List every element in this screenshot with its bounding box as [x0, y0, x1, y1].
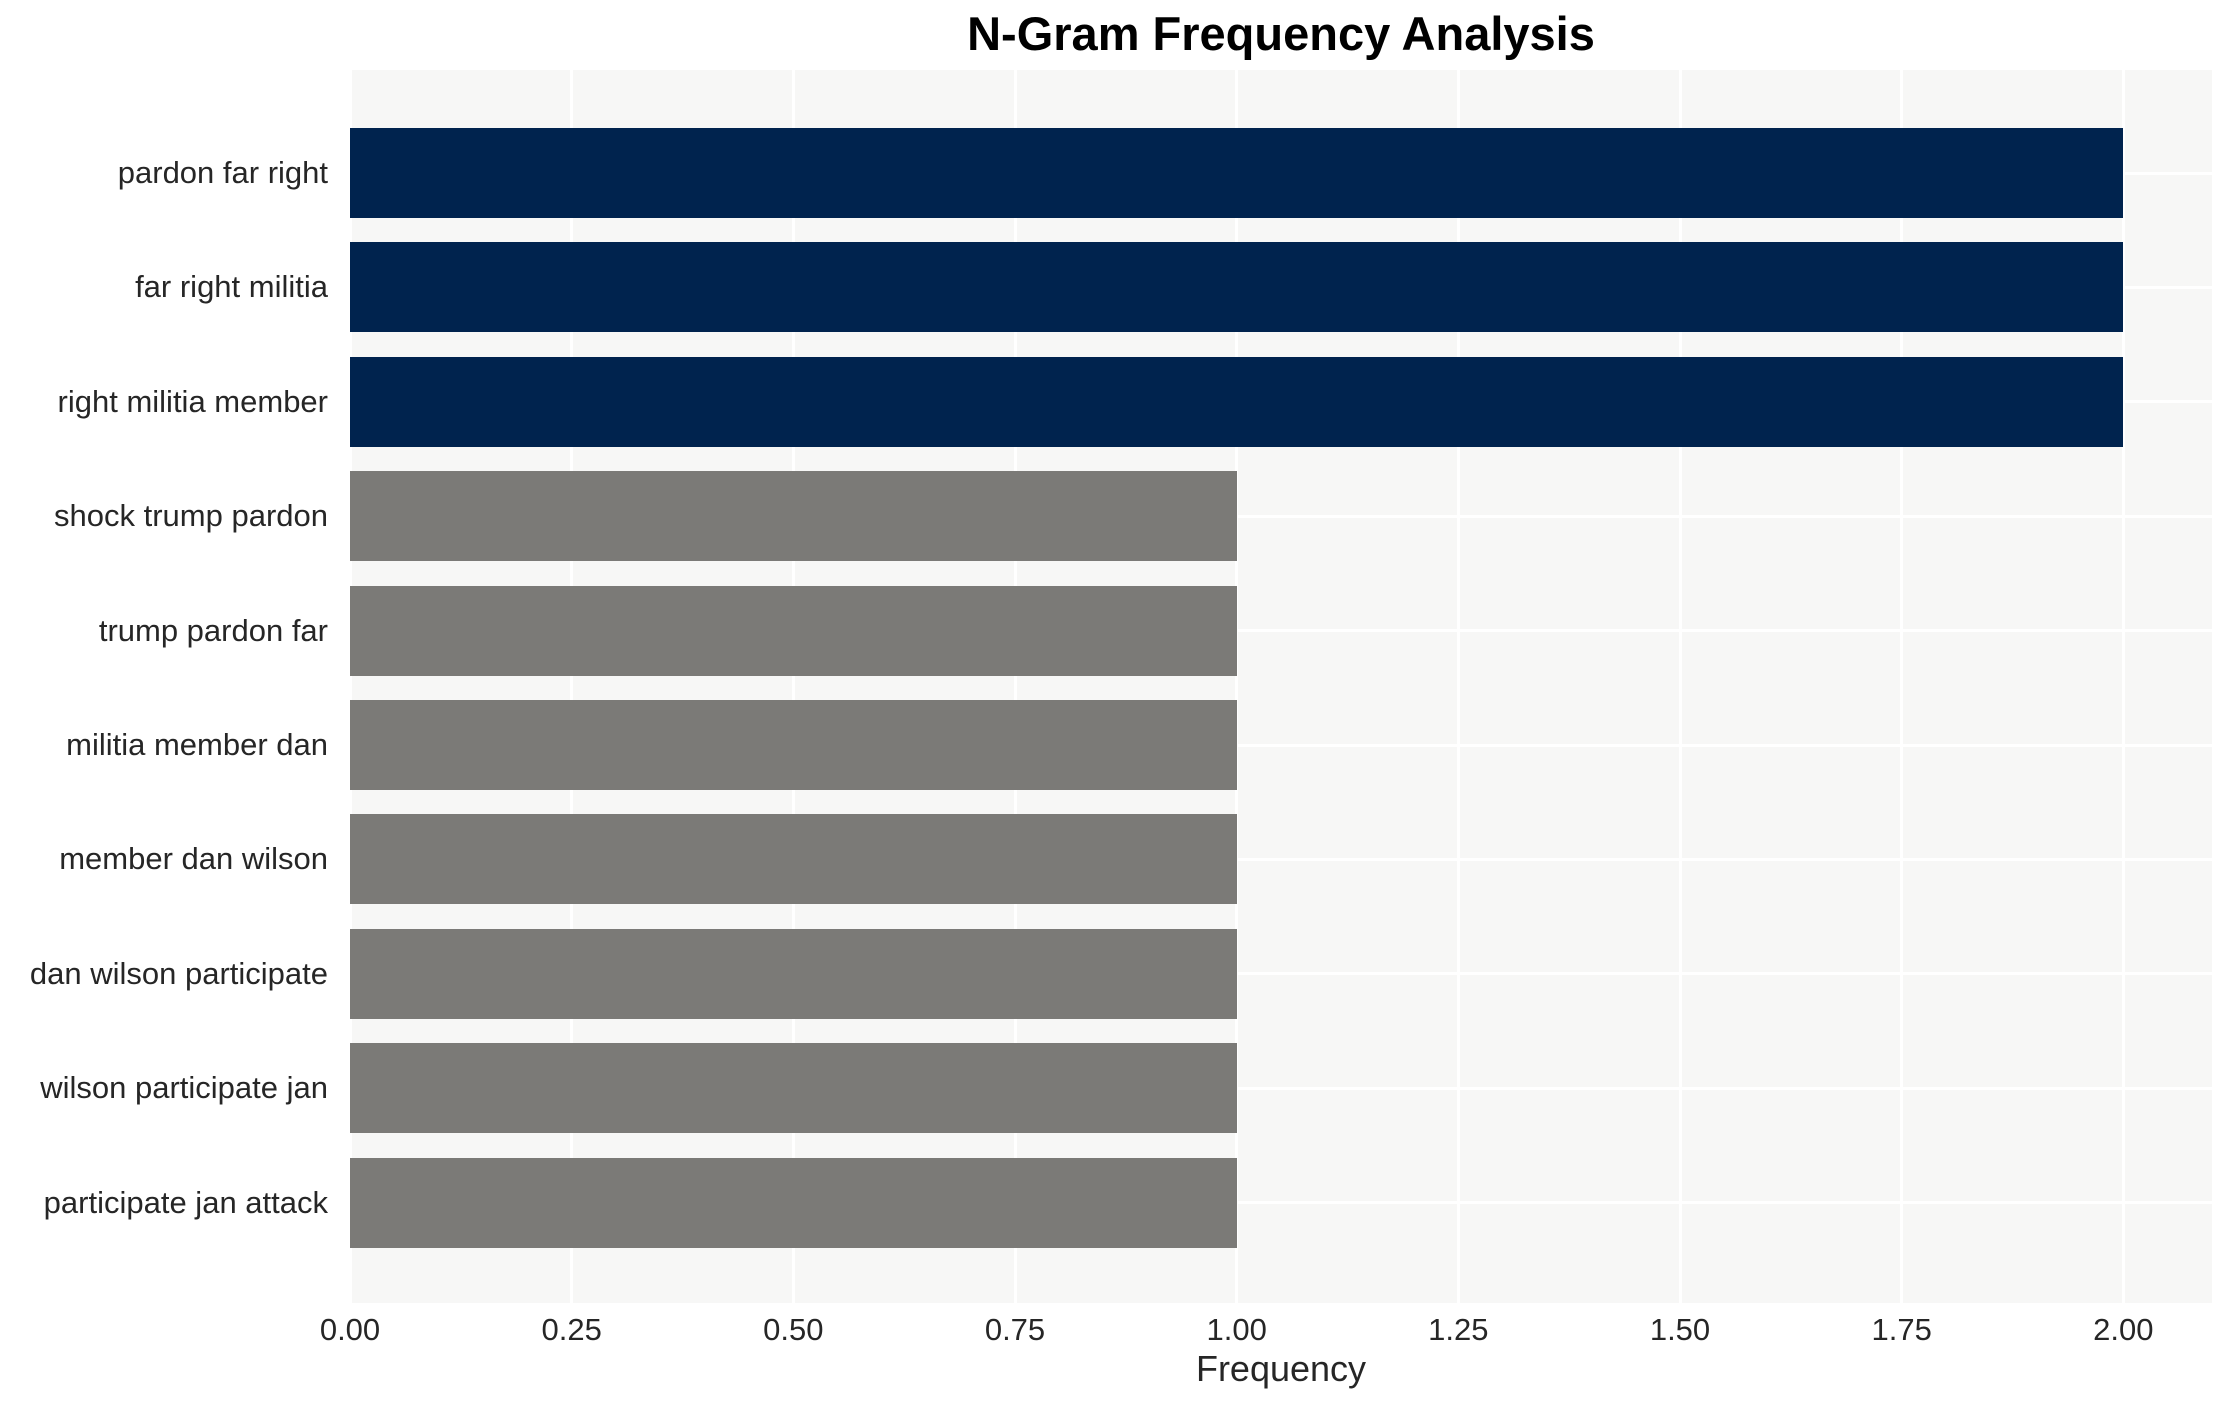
chart-title: N-Gram Frequency Analysis [967, 7, 1595, 60]
x-tick-label: 0.25 [541, 1312, 602, 1347]
gridline-vertical [1678, 70, 1682, 1303]
y-tick-label: far right militia [135, 269, 328, 305]
bar [350, 1043, 1237, 1134]
bar [350, 1157, 1237, 1248]
gridline-horizontal [350, 629, 2212, 633]
gridline-vertical [1013, 70, 1017, 1303]
x-axis-ticks: 0.00 0.25 0.50 0.75 1.00 1.25 1.50 1.75 2.00 [320, 1303, 2212, 1351]
gridline-vertical [570, 70, 574, 1303]
y-tick-label: shock trump pardon [54, 498, 328, 534]
x-axis-label: Frequency [1195, 1348, 1367, 1389]
y-tick-label: wilson participate jan [40, 1070, 328, 1106]
x-tick-label: 1.75 [1871, 1312, 1932, 1347]
gridline-vertical [791, 70, 795, 1303]
x-tick-label: 0.00 [319, 1312, 381, 1347]
y-tick-label: trump pardon far [98, 612, 328, 648]
gridline-horizontal [350, 857, 2212, 861]
gridline-horizontal [350, 743, 2212, 747]
y-tick-label: member dan wilson [59, 841, 328, 877]
x-tick-label: 1.25 [1428, 1312, 1489, 1347]
y-tick-label: right militia member [57, 383, 328, 419]
gridline-horizontal [350, 1086, 2212, 1090]
plot-area [348, 70, 2212, 1303]
bar [350, 242, 2124, 333]
bar [350, 356, 2124, 447]
gridline-vertical [2121, 70, 2125, 1303]
bar [350, 585, 1237, 676]
gridline-vertical [348, 70, 352, 1303]
gridline-vertical [1456, 70, 1460, 1303]
y-tick-label: pardon far right [117, 155, 328, 190]
x-tick-label: 2.00 [2093, 1312, 2154, 1347]
y-tick-label: participate jan attack [43, 1184, 328, 1220]
gridline-vertical [1235, 70, 1239, 1303]
y-tick-label: militia member dan [66, 727, 328, 762]
x-tick-label: 1.50 [1649, 1312, 1711, 1347]
x-tick-label: 0.50 [763, 1312, 824, 1347]
y-axis-labels: pardon far right far right militia right m… [0, 70, 339, 1303]
bar [350, 700, 1237, 790]
gridline-horizontal [350, 1201, 2212, 1205]
bar [350, 128, 2124, 218]
gridline-vertical [1900, 70, 1904, 1303]
gridline-horizontal [350, 514, 2212, 518]
bar [350, 814, 1237, 905]
x-tick-label: 1.00 [1206, 1312, 1267, 1347]
x-tick-label: 0.75 [984, 1312, 1046, 1347]
y-tick-label: dan wilson participate [29, 955, 328, 991]
bar [350, 471, 1237, 562]
bar [350, 928, 1237, 1019]
gridline-horizontal [350, 972, 2212, 976]
